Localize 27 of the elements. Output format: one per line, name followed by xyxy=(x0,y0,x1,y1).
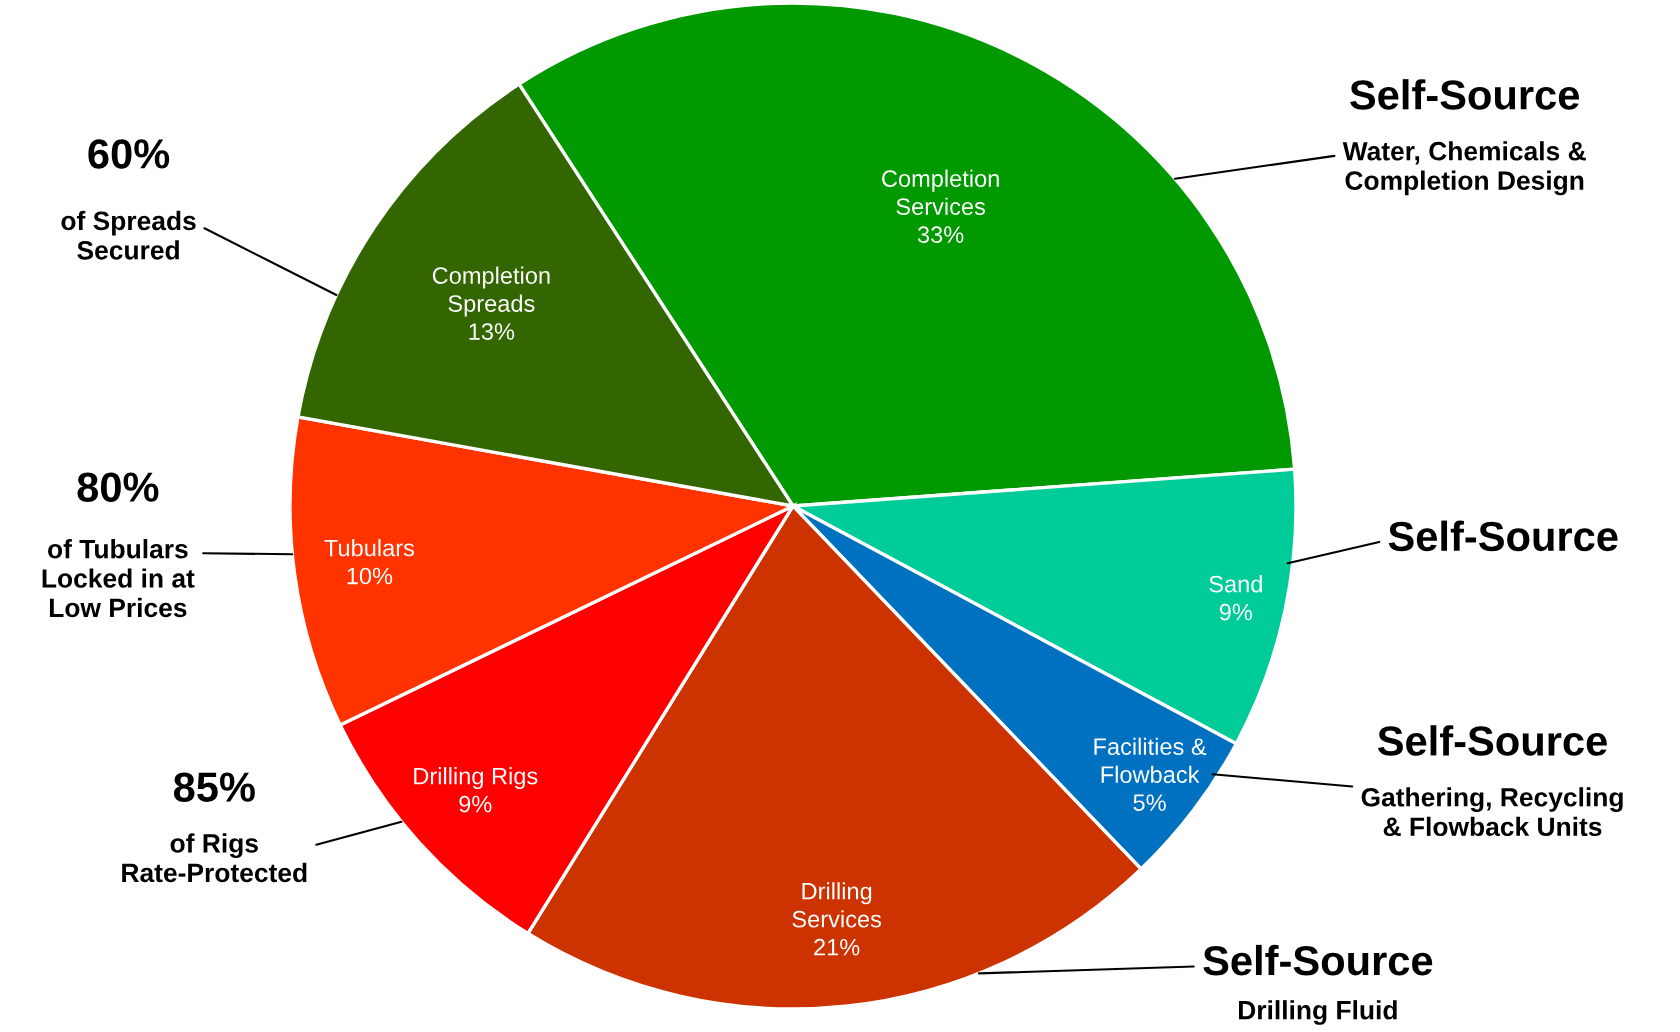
text: Water, Chemicals & Completion Design xyxy=(1342,141,1586,196)
text: 60% xyxy=(88,139,170,169)
data-label: 5% xyxy=(1133,794,1166,811)
data-label: 10% xyxy=(347,567,393,585)
text: of Spreads Secured xyxy=(61,210,196,260)
slice-label: Completion Services xyxy=(882,169,999,215)
data-label: 13% xyxy=(469,323,515,340)
slice-label: Tubulars xyxy=(324,539,415,557)
text: Drilling Fluid xyxy=(1239,1000,1397,1025)
text: Self-Source xyxy=(1203,944,1433,976)
data-label: 9% xyxy=(459,795,492,813)
slice-label: Completion Spreads xyxy=(432,266,550,317)
data-label: 9% xyxy=(1219,603,1253,621)
text: of Tubulars Locked in at Low Prices xyxy=(42,539,195,618)
text: 80% xyxy=(77,472,159,502)
text: Self-Source xyxy=(1377,725,1607,756)
slice-label: Drilling Services xyxy=(792,882,882,928)
slice-label: Facilities & Flowback xyxy=(1094,737,1207,783)
text: Self-Source xyxy=(1350,79,1579,110)
text: Self-Source xyxy=(1388,520,1618,552)
data-label: 33% xyxy=(917,226,964,243)
text: 85% xyxy=(173,772,255,802)
text: of Rigs Rate-Protected xyxy=(122,833,307,883)
text: Gathering, Recycling & Flowback Units xyxy=(1361,787,1623,837)
data-label: 21% xyxy=(814,938,860,956)
slice-label: Drilling Rigs xyxy=(414,767,538,790)
slice-label: Sand xyxy=(1209,575,1262,593)
